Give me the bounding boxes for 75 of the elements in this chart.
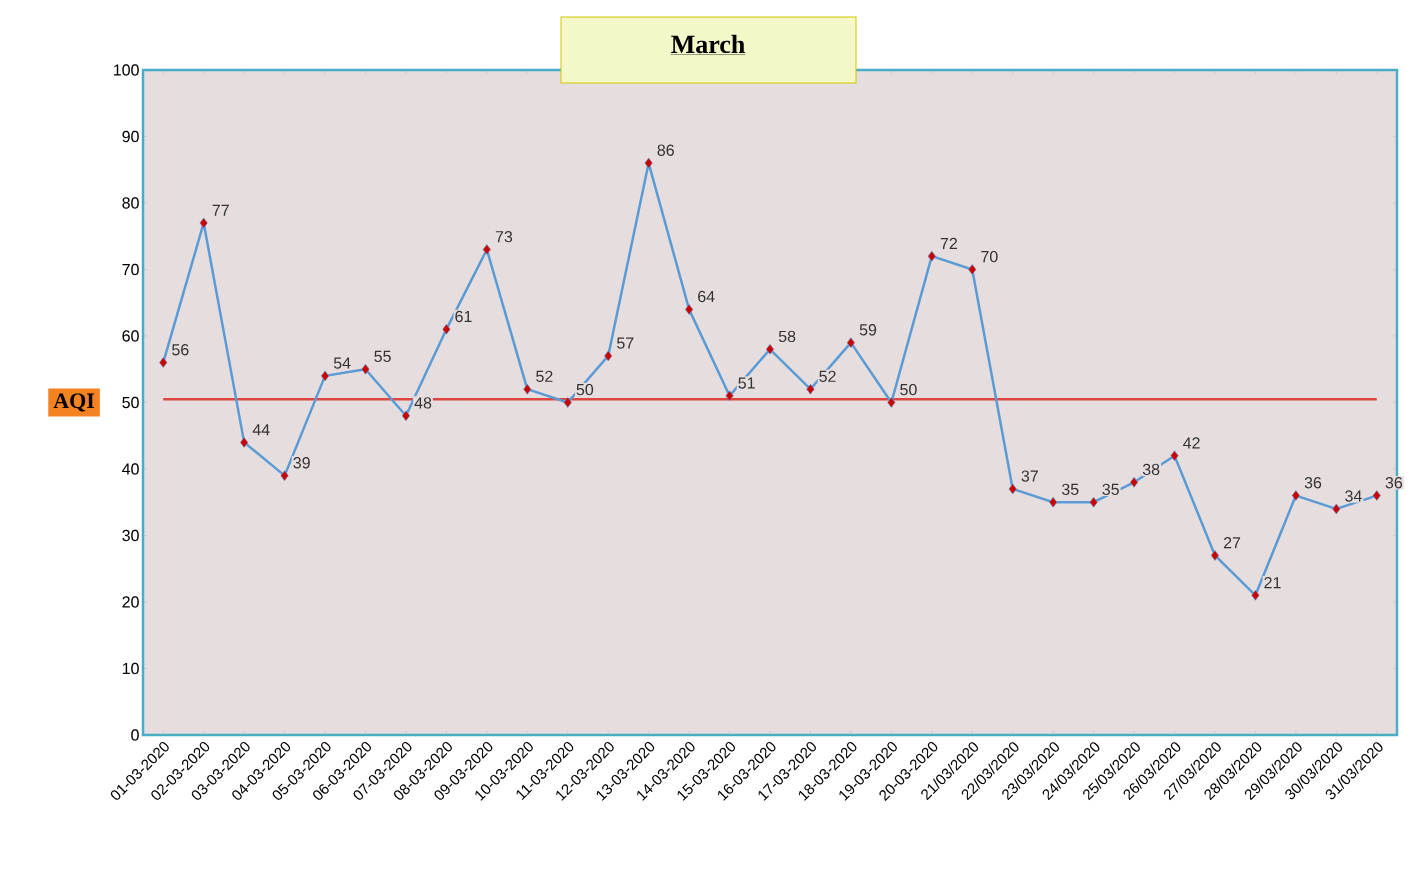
data-label: 50 (900, 383, 917, 396)
y-tick-label: 50 (122, 396, 139, 409)
point (320, 370, 330, 382)
y-tick-label: 90 (122, 130, 139, 143)
data-label: 21 (1264, 576, 1281, 589)
point (968, 264, 977, 275)
point (482, 244, 491, 255)
point (604, 350, 613, 362)
point (1251, 590, 1260, 601)
point (563, 397, 572, 408)
point (887, 397, 896, 408)
point (685, 304, 694, 315)
data-label: 58 (778, 330, 796, 343)
y-tick-label: 40 (122, 463, 139, 475)
data-label: 73 (495, 231, 513, 243)
data-label: 27 (1223, 537, 1241, 549)
data-label: 57 (617, 337, 634, 349)
point (1008, 483, 1017, 495)
point (1170, 450, 1179, 461)
data-label: 36 (1385, 477, 1403, 489)
data-label: 51 (738, 377, 755, 389)
data-label: 42 (1183, 437, 1200, 449)
y-tick-label: 100 (114, 64, 139, 76)
point (1372, 490, 1381, 501)
point (765, 343, 775, 355)
point (644, 157, 653, 169)
data-label: 35 (1102, 483, 1119, 496)
data-label: 59 (859, 324, 877, 336)
data-label: 38 (1142, 463, 1160, 476)
data-label: 55 (374, 350, 391, 363)
data-label: 52 (536, 370, 553, 382)
point (199, 217, 208, 229)
data-label: 56 (172, 344, 189, 356)
data-label: 54 (333, 357, 351, 369)
point (1089, 496, 1098, 508)
y-tick-label: 0 (131, 729, 139, 741)
point (159, 357, 168, 368)
y-tick-label: 70 (122, 263, 139, 276)
point (280, 470, 289, 481)
point (846, 337, 855, 348)
point (240, 437, 249, 448)
y-axis-title: AQI (53, 393, 95, 412)
y-tick-label: 60 (122, 330, 139, 342)
y-tick-label: 80 (122, 197, 139, 209)
chart-title: March (671, 34, 745, 54)
point (927, 250, 936, 262)
point (442, 324, 451, 335)
data-label: 48 (414, 397, 432, 409)
data-label: 39 (293, 457, 310, 469)
data-label: 52 (819, 370, 836, 382)
data-label: 64 (698, 290, 715, 303)
point (1210, 550, 1220, 561)
y-tick-label: 30 (122, 529, 139, 542)
data-label: 35 (1061, 483, 1079, 496)
data-label: 50 (576, 383, 594, 396)
data-label: 34 (1345, 490, 1362, 502)
data-label: 86 (657, 144, 674, 156)
point (401, 410, 410, 422)
y-tick-label: 20 (122, 596, 139, 608)
point (725, 390, 734, 402)
data-label: 72 (940, 237, 957, 249)
data-label: 70 (981, 250, 998, 263)
point (1291, 490, 1300, 501)
y-tick-label: 10 (122, 662, 139, 675)
point (1049, 496, 1058, 508)
data-label: 77 (212, 204, 229, 216)
data-label: 61 (455, 310, 472, 323)
point (523, 383, 532, 395)
data-label: 44 (252, 424, 270, 436)
point (361, 363, 370, 375)
point (1130, 476, 1139, 488)
data-label: 37 (1021, 470, 1038, 482)
point (806, 383, 815, 395)
data-label: 36 (1304, 477, 1322, 489)
point (1332, 503, 1341, 515)
